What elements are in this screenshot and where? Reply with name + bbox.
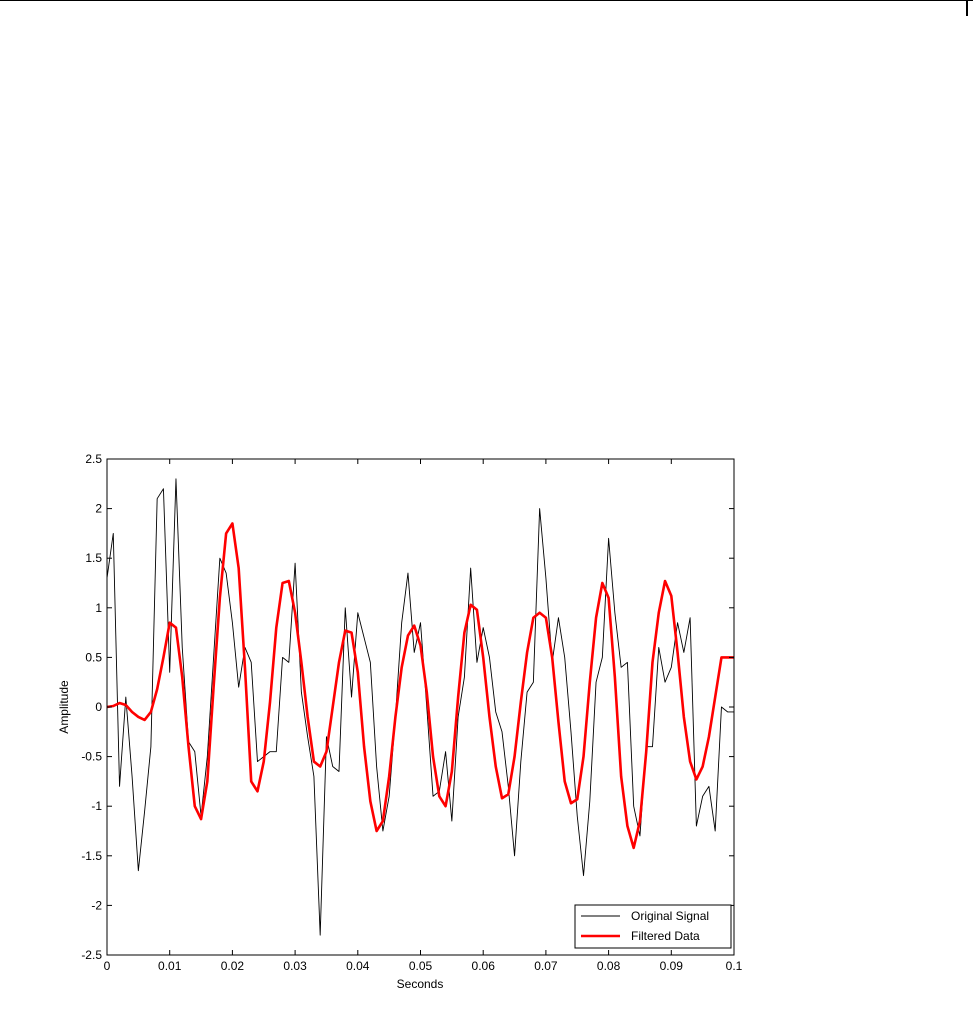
legend: Original Signal Filtered Data — [574, 904, 732, 949]
y-tick-label: 1 — [95, 601, 102, 615]
tick-layer: 0 0.01 0.02 0.03 0.04 0.05 0.06 0.07 0.08 0.09 0.1… — [81, 452, 742, 973]
series-layer — [106, 478, 734, 936]
y-axis-label: Amplitude — [57, 680, 71, 734]
y-tick-label: 2 — [95, 502, 102, 516]
x-tick-label: 0.01 — [158, 959, 182, 973]
x-tick-label: 0.04 — [346, 959, 370, 973]
x-tick-label: 0.1 — [726, 959, 743, 973]
x-tick-label: 0.06 — [472, 959, 496, 973]
original-signal-line — [106, 478, 734, 936]
legend-label-original: Original Signal — [631, 909, 709, 923]
y-tick-label: 1.5 — [85, 551, 102, 565]
y-tick-label: -2.5 — [81, 948, 102, 962]
y-tick-label: -0.5 — [81, 750, 102, 764]
plot-area — [107, 459, 734, 955]
y-tick-label: -1.5 — [81, 849, 102, 863]
y-tick-label: 0.5 — [85, 650, 102, 664]
x-tick-label: 0.08 — [597, 959, 621, 973]
y-tick-label: -1 — [91, 799, 102, 813]
filtered-data-line — [106, 522, 734, 850]
y-tick-label: 0 — [95, 700, 102, 714]
page-top-rule — [0, 0, 973, 1]
legend-label-filtered: Filtered Data — [631, 929, 700, 943]
x-tick-label: 0 — [104, 959, 111, 973]
x-tick-label: 0.07 — [534, 959, 558, 973]
x-tick-label: 0.09 — [660, 959, 684, 973]
x-tick-label: 0.05 — [409, 959, 433, 973]
x-axis-label: Seconds — [397, 977, 444, 991]
x-tick-label: 0.03 — [283, 959, 307, 973]
y-tick-label: 2.5 — [85, 452, 102, 466]
legend-box — [574, 904, 732, 949]
page-corner-tick — [966, 0, 968, 16]
x-tick-label: 0.02 — [221, 959, 245, 973]
y-tick-label: -2 — [91, 898, 102, 912]
